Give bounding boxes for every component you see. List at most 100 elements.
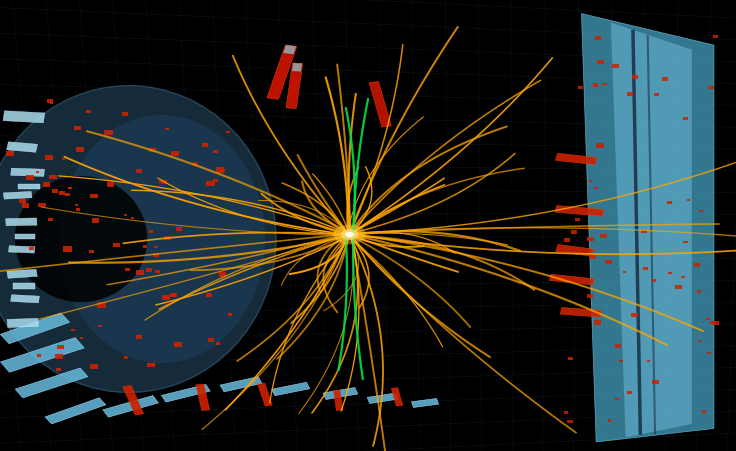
- Bar: [267, 45, 297, 99]
- Bar: [590, 255, 595, 259]
- Bar: [113, 243, 120, 247]
- Bar: [647, 360, 650, 362]
- Bar: [595, 36, 601, 40]
- Bar: [651, 280, 656, 282]
- Bar: [6, 218, 37, 226]
- Bar: [135, 270, 144, 275]
- Bar: [74, 126, 81, 130]
- Bar: [91, 218, 99, 223]
- Bar: [694, 263, 701, 267]
- Bar: [162, 295, 170, 300]
- Bar: [1, 338, 84, 372]
- Bar: [627, 391, 632, 394]
- Bar: [213, 179, 219, 182]
- Bar: [605, 260, 612, 264]
- Bar: [7, 142, 38, 152]
- Bar: [696, 290, 701, 293]
- Circle shape: [341, 229, 358, 240]
- Bar: [29, 247, 34, 250]
- Polygon shape: [611, 23, 692, 437]
- Bar: [615, 398, 619, 400]
- Bar: [79, 337, 83, 339]
- Bar: [38, 202, 46, 207]
- Bar: [593, 187, 598, 189]
- Bar: [683, 117, 687, 120]
- Ellipse shape: [0, 86, 276, 392]
- Bar: [602, 83, 606, 85]
- Bar: [97, 302, 106, 308]
- Bar: [49, 175, 57, 179]
- Bar: [578, 86, 583, 89]
- Bar: [0, 313, 70, 344]
- Bar: [18, 184, 40, 189]
- Bar: [103, 396, 158, 417]
- Bar: [594, 320, 601, 325]
- Bar: [161, 384, 210, 402]
- Bar: [654, 93, 659, 97]
- Bar: [631, 313, 638, 318]
- Bar: [712, 321, 719, 325]
- Bar: [687, 199, 690, 201]
- Bar: [608, 419, 611, 422]
- Bar: [643, 267, 648, 270]
- Bar: [675, 285, 682, 289]
- Bar: [166, 128, 169, 130]
- Bar: [283, 45, 296, 54]
- Bar: [369, 82, 392, 127]
- Bar: [220, 377, 262, 392]
- Bar: [124, 214, 127, 216]
- Bar: [623, 271, 626, 273]
- Bar: [76, 208, 79, 211]
- Bar: [642, 230, 647, 233]
- Bar: [124, 357, 129, 359]
- Bar: [333, 390, 343, 410]
- Bar: [708, 86, 714, 89]
- Bar: [9, 246, 35, 253]
- Bar: [208, 338, 214, 342]
- Bar: [107, 182, 114, 187]
- Bar: [7, 269, 38, 278]
- Bar: [71, 329, 75, 331]
- Bar: [556, 244, 594, 256]
- Bar: [219, 272, 227, 277]
- Bar: [565, 238, 570, 242]
- Bar: [286, 63, 302, 108]
- Bar: [3, 111, 45, 123]
- Bar: [123, 386, 144, 415]
- Bar: [652, 380, 659, 384]
- Circle shape: [345, 232, 354, 237]
- Bar: [50, 102, 54, 104]
- Bar: [159, 180, 164, 184]
- Bar: [56, 368, 60, 371]
- Bar: [91, 193, 98, 198]
- Bar: [226, 131, 230, 133]
- Bar: [149, 230, 154, 233]
- Polygon shape: [581, 14, 714, 442]
- Bar: [37, 354, 40, 357]
- Bar: [587, 237, 593, 241]
- Bar: [202, 143, 208, 147]
- Bar: [52, 189, 58, 193]
- Bar: [90, 364, 98, 368]
- Bar: [45, 398, 106, 424]
- Bar: [170, 293, 177, 297]
- Bar: [612, 64, 619, 69]
- Bar: [668, 272, 673, 275]
- Bar: [258, 383, 272, 406]
- Bar: [19, 199, 26, 203]
- Bar: [15, 368, 88, 398]
- Bar: [124, 355, 127, 358]
- Bar: [76, 147, 84, 152]
- Bar: [161, 180, 167, 184]
- Bar: [26, 175, 35, 180]
- Bar: [10, 295, 40, 303]
- Bar: [699, 210, 704, 212]
- Bar: [154, 246, 158, 249]
- Bar: [596, 143, 604, 148]
- Bar: [68, 187, 72, 189]
- Bar: [619, 360, 623, 362]
- Bar: [216, 342, 219, 345]
- Bar: [698, 340, 701, 342]
- Bar: [564, 411, 568, 414]
- Bar: [62, 158, 65, 160]
